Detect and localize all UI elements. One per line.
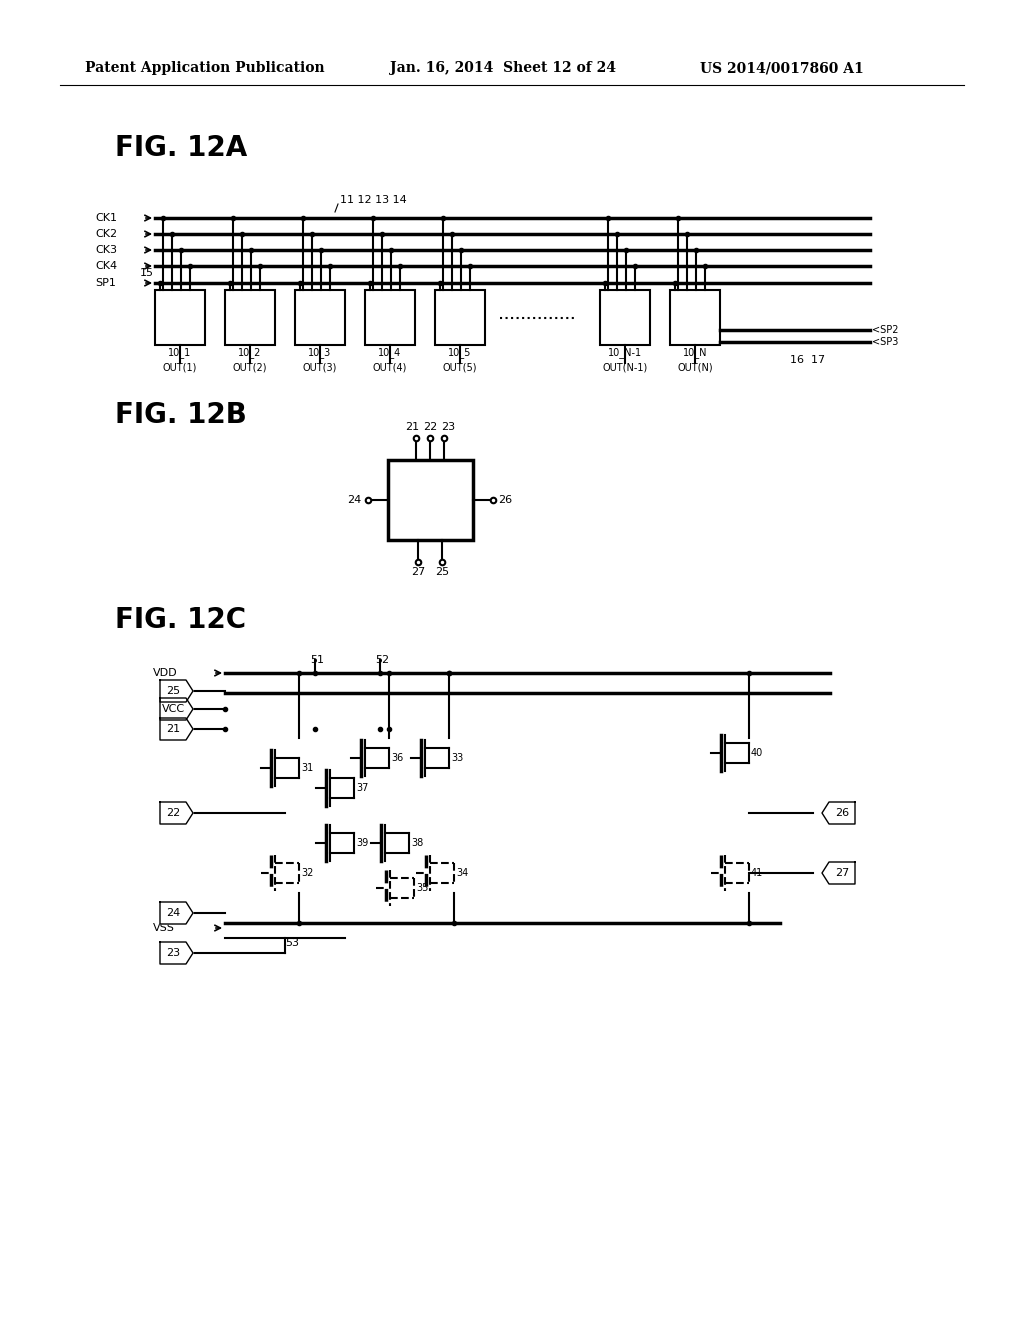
- Text: 10_N: 10_N: [683, 347, 708, 359]
- Text: 10_4: 10_4: [379, 347, 401, 359]
- Text: 25: 25: [166, 686, 180, 696]
- Text: 10_1: 10_1: [168, 347, 191, 359]
- Text: OUT(1): OUT(1): [163, 362, 198, 372]
- Text: 22: 22: [423, 422, 437, 432]
- Text: 25: 25: [435, 568, 450, 577]
- Text: 39: 39: [356, 838, 369, 847]
- Text: FIG. 12C: FIG. 12C: [115, 606, 246, 634]
- Text: CK3: CK3: [95, 246, 117, 255]
- Text: 34: 34: [456, 869, 468, 878]
- Text: CK1: CK1: [95, 213, 117, 223]
- Text: Patent Application Publication: Patent Application Publication: [85, 61, 325, 75]
- Text: CK2: CK2: [95, 228, 117, 239]
- Text: 21: 21: [166, 723, 180, 734]
- Text: 37: 37: [356, 783, 369, 793]
- Text: 27: 27: [411, 568, 425, 577]
- Bar: [295, 290, 345, 345]
- Bar: [387, 459, 472, 540]
- Text: 38: 38: [411, 838, 423, 847]
- Text: OUT(4): OUT(4): [373, 362, 408, 372]
- Bar: [435, 290, 485, 345]
- Text: 23: 23: [166, 948, 180, 958]
- Text: 33: 33: [451, 752, 463, 763]
- Text: 41: 41: [751, 869, 763, 878]
- Text: 52: 52: [375, 655, 389, 665]
- Text: US 2014/0017860 A1: US 2014/0017860 A1: [700, 61, 864, 75]
- Bar: [155, 290, 205, 345]
- Text: SP1: SP1: [95, 279, 116, 288]
- Text: 31: 31: [301, 763, 313, 774]
- Polygon shape: [160, 803, 193, 824]
- Text: 35: 35: [416, 883, 428, 894]
- Polygon shape: [160, 680, 193, 702]
- Text: 51: 51: [310, 655, 324, 665]
- Text: OUT(2): OUT(2): [232, 362, 267, 372]
- Text: 10_3: 10_3: [308, 347, 332, 359]
- Text: CK4: CK4: [95, 261, 117, 271]
- Polygon shape: [160, 942, 193, 964]
- Text: OUT(5): OUT(5): [442, 362, 477, 372]
- Text: FIG. 12B: FIG. 12B: [115, 401, 247, 429]
- Text: 26: 26: [499, 495, 513, 506]
- Text: 23: 23: [441, 422, 455, 432]
- Text: 27: 27: [835, 869, 849, 878]
- Text: 11 12 13 14: 11 12 13 14: [340, 195, 407, 205]
- Text: 24: 24: [347, 495, 361, 506]
- Text: 32: 32: [301, 869, 313, 878]
- Text: 10_5: 10_5: [449, 347, 472, 359]
- Text: <SP2: <SP2: [872, 325, 898, 335]
- Text: 24: 24: [166, 908, 180, 917]
- Text: 16  17: 16 17: [790, 355, 825, 366]
- Text: 10_2: 10_2: [239, 347, 262, 359]
- Polygon shape: [822, 803, 855, 824]
- Text: VSS: VSS: [153, 923, 175, 933]
- Text: OUT(3): OUT(3): [303, 362, 337, 372]
- Text: 36: 36: [391, 752, 403, 763]
- Polygon shape: [160, 902, 193, 924]
- Text: 21: 21: [404, 422, 419, 432]
- Text: 26: 26: [835, 808, 849, 818]
- Polygon shape: [160, 698, 193, 719]
- Text: 10_N-1: 10_N-1: [608, 347, 642, 359]
- Text: Jan. 16, 2014  Sheet 12 of 24: Jan. 16, 2014 Sheet 12 of 24: [390, 61, 616, 75]
- Polygon shape: [822, 862, 855, 884]
- Text: OUT(N): OUT(N): [677, 362, 713, 372]
- Text: OUT(N-1): OUT(N-1): [602, 362, 647, 372]
- Text: 40: 40: [751, 748, 763, 758]
- Bar: [225, 290, 275, 345]
- Polygon shape: [160, 718, 193, 741]
- Text: VCC: VCC: [162, 704, 184, 714]
- Text: FIG. 12A: FIG. 12A: [115, 135, 247, 162]
- Text: VDD: VDD: [153, 668, 177, 678]
- Text: 15: 15: [140, 268, 154, 279]
- Text: 53: 53: [285, 939, 299, 948]
- Bar: [600, 290, 650, 345]
- Bar: [670, 290, 720, 345]
- Bar: [365, 290, 415, 345]
- Text: 22: 22: [166, 808, 180, 818]
- Text: <SP3: <SP3: [872, 337, 898, 347]
